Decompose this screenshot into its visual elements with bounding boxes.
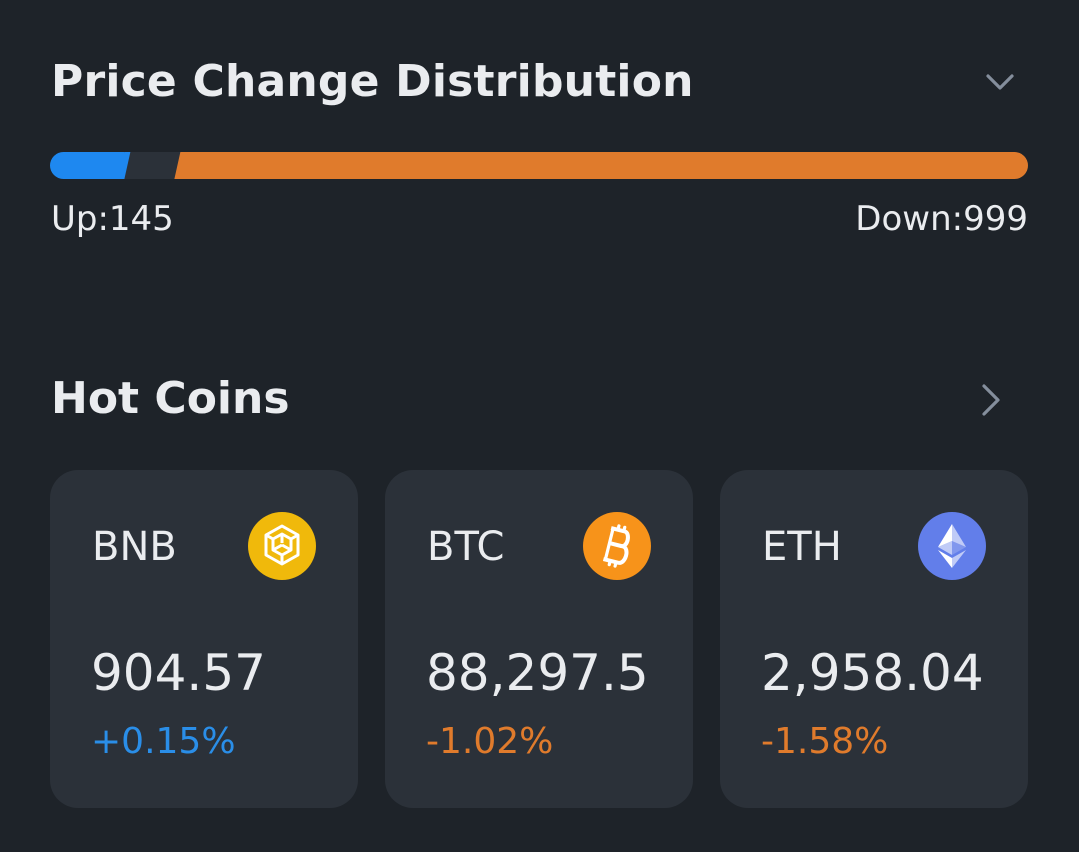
- btc-icon: [583, 512, 651, 580]
- chevron-right-icon[interactable]: [974, 380, 1010, 420]
- coin-price: 904.57: [91, 644, 266, 702]
- eth-icon: [918, 512, 986, 580]
- coin-card-eth[interactable]: ETH 2,958.04 -1.58%: [720, 470, 1028, 808]
- coin-card-btc[interactable]: BTC 88,297.5 -1.02%: [385, 470, 693, 808]
- coin-symbol: BNB: [92, 524, 177, 570]
- hot-coins-header[interactable]: Hot Coins: [51, 368, 1028, 430]
- down-segment: [174, 152, 1028, 179]
- distribution-labels: Up:145 Down:999: [51, 199, 1028, 249]
- up-count-label: Up:145: [51, 199, 174, 239]
- down-count-label: Down:999: [855, 199, 1028, 239]
- coin-change: -1.58%: [761, 721, 889, 762]
- coin-card-bnb[interactable]: BNB 904.57 +0.15%: [50, 470, 358, 808]
- chevron-down-icon[interactable]: [982, 64, 1018, 100]
- coin-symbol: BTC: [427, 524, 505, 570]
- price-change-distribution-header[interactable]: Price Change Distribution: [51, 52, 1028, 112]
- coin-price: 2,958.04: [761, 644, 984, 702]
- up-segment-edge: [118, 152, 131, 179]
- bnb-icon: [248, 512, 316, 580]
- coin-change: +0.15%: [91, 721, 236, 762]
- coin-price: 88,297.5: [426, 644, 649, 702]
- section-title: Price Change Distribution: [51, 56, 694, 107]
- distribution-bar: [50, 152, 1028, 179]
- coin-symbol: ETH: [762, 524, 842, 570]
- coin-change: -1.02%: [426, 721, 554, 762]
- up-segment: [50, 152, 125, 179]
- section-title: Hot Coins: [51, 373, 290, 424]
